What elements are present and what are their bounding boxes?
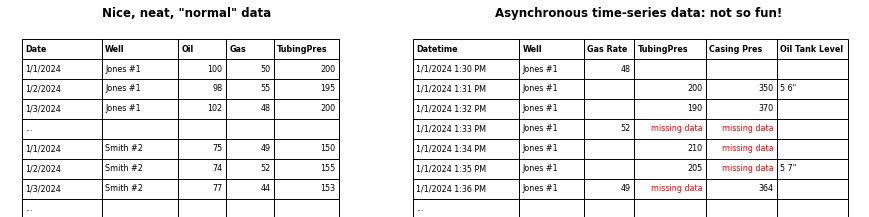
Text: 150: 150 — [321, 144, 335, 153]
Text: 1/1/2024 1:30 PM: 1/1/2024 1:30 PM — [416, 64, 487, 74]
Text: Asynchronous time-series data: not so fun!: Asynchronous time-series data: not so fu… — [495, 7, 782, 20]
Text: 98: 98 — [212, 84, 222, 94]
Text: 49: 49 — [620, 184, 631, 193]
Text: Smith #2: Smith #2 — [105, 144, 143, 153]
Text: missing data: missing data — [651, 184, 702, 193]
Text: 102: 102 — [208, 104, 222, 113]
Text: Datetime: Datetime — [416, 44, 458, 54]
Text: 200: 200 — [687, 84, 702, 94]
Text: 210: 210 — [687, 144, 702, 153]
Text: 1/1/2024 1:35 PM: 1/1/2024 1:35 PM — [416, 164, 487, 173]
Bar — [22, 39, 339, 217]
Text: TubingPres: TubingPres — [638, 44, 688, 54]
Text: 350: 350 — [759, 84, 773, 94]
Text: Jones #1: Jones #1 — [522, 124, 558, 133]
Text: 1/1/2024: 1/1/2024 — [25, 64, 61, 74]
Text: 1/3/2024: 1/3/2024 — [25, 184, 61, 193]
Text: Gas: Gas — [229, 44, 246, 54]
Text: 1/2/2024: 1/2/2024 — [25, 164, 61, 173]
Text: Jones #1: Jones #1 — [105, 84, 141, 94]
Text: 48: 48 — [620, 64, 631, 74]
Text: 1/1/2024 1:33 PM: 1/1/2024 1:33 PM — [416, 124, 487, 133]
Text: ...: ... — [416, 204, 424, 213]
Text: Date: Date — [25, 44, 47, 54]
Text: 153: 153 — [321, 184, 335, 193]
Text: 1/1/2024 1:32 PM: 1/1/2024 1:32 PM — [416, 104, 487, 113]
Text: Oil Tank Level: Oil Tank Level — [780, 44, 844, 54]
Text: Well: Well — [105, 44, 125, 54]
Text: Nice, neat, "normal" data: Nice, neat, "normal" data — [103, 7, 271, 20]
Text: 190: 190 — [687, 104, 702, 113]
Text: Jones #1: Jones #1 — [522, 144, 558, 153]
Text: ...: ... — [25, 124, 33, 133]
Text: Smith #2: Smith #2 — [105, 184, 143, 193]
Text: Jones #1: Jones #1 — [522, 104, 558, 113]
Text: Jones #1: Jones #1 — [522, 84, 558, 94]
Text: Jones #1: Jones #1 — [105, 104, 141, 113]
Text: 48: 48 — [260, 104, 270, 113]
Text: Jones #1: Jones #1 — [105, 64, 141, 74]
Text: 5 7": 5 7" — [780, 164, 797, 173]
Text: Jones #1: Jones #1 — [522, 64, 558, 74]
Text: 1/1/2024 1:36 PM: 1/1/2024 1:36 PM — [416, 184, 487, 193]
Text: 1/3/2024: 1/3/2024 — [25, 104, 61, 113]
Text: 370: 370 — [759, 104, 773, 113]
Text: Well: Well — [522, 44, 542, 54]
Text: 5 6": 5 6" — [780, 84, 797, 94]
Text: 200: 200 — [321, 64, 335, 74]
Text: 50: 50 — [260, 64, 270, 74]
Text: 364: 364 — [759, 184, 773, 193]
Text: 155: 155 — [320, 164, 335, 173]
Text: 195: 195 — [320, 84, 335, 94]
Text: 200: 200 — [321, 104, 335, 113]
Text: 77: 77 — [212, 184, 222, 193]
Text: 1/1/2024: 1/1/2024 — [25, 144, 61, 153]
Text: Jones #1: Jones #1 — [522, 164, 558, 173]
Text: 205: 205 — [687, 164, 702, 173]
Text: 100: 100 — [208, 64, 222, 74]
Text: 49: 49 — [260, 144, 270, 153]
Text: ...: ... — [25, 204, 33, 213]
Text: missing data: missing data — [722, 164, 773, 173]
Text: Gas Rate: Gas Rate — [587, 44, 627, 54]
Text: Casing Pres: Casing Pres — [709, 44, 762, 54]
Text: Oil: Oil — [182, 44, 194, 54]
Text: missing data: missing data — [722, 124, 773, 133]
Bar — [413, 39, 848, 217]
Text: 74: 74 — [212, 164, 222, 173]
Text: 75: 75 — [212, 144, 222, 153]
Text: 52: 52 — [620, 124, 631, 133]
Text: missing data: missing data — [722, 144, 773, 153]
Text: 1/2/2024: 1/2/2024 — [25, 84, 61, 94]
Text: 1/1/2024 1:31 PM: 1/1/2024 1:31 PM — [416, 84, 487, 94]
Text: 52: 52 — [260, 164, 270, 173]
Text: TubingPres: TubingPres — [277, 44, 328, 54]
Text: Jones #1: Jones #1 — [522, 184, 558, 193]
Text: 44: 44 — [260, 184, 270, 193]
Text: 1/1/2024 1:34 PM: 1/1/2024 1:34 PM — [416, 144, 487, 153]
Text: Smith #2: Smith #2 — [105, 164, 143, 173]
Text: missing data: missing data — [651, 124, 702, 133]
Text: 55: 55 — [260, 84, 270, 94]
